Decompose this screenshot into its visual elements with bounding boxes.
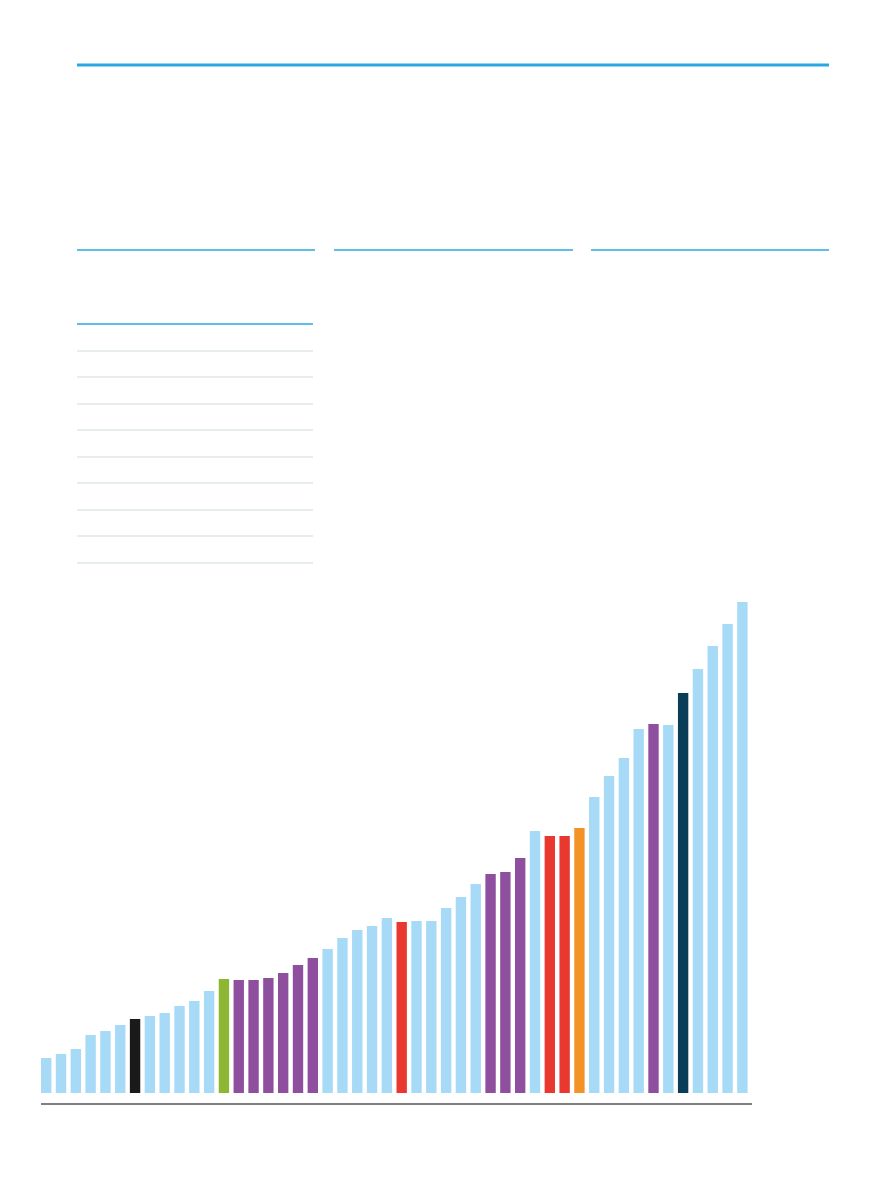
bar <box>648 724 659 1093</box>
bar <box>337 938 348 1093</box>
bar <box>663 725 674 1093</box>
bar <box>55 1054 67 1093</box>
bar <box>426 921 437 1093</box>
bar <box>248 980 259 1093</box>
bar <box>159 1013 170 1093</box>
bar <box>366 926 378 1093</box>
bar <box>574 828 585 1093</box>
bar <box>41 1058 52 1093</box>
bar <box>70 1049 81 1093</box>
bar <box>470 884 481 1093</box>
bar <box>322 949 333 1093</box>
bar <box>515 858 526 1093</box>
bar <box>544 836 555 1093</box>
bar <box>603 776 615 1093</box>
bar <box>174 1006 185 1093</box>
bar <box>692 669 704 1093</box>
bar <box>203 991 215 1093</box>
bar <box>278 973 289 1093</box>
bar <box>618 758 630 1093</box>
bar <box>144 1016 156 1093</box>
bar <box>500 872 511 1093</box>
table-rows <box>77 350 313 564</box>
bar <box>263 978 274 1093</box>
bar <box>100 1031 111 1093</box>
bar <box>85 1035 96 1093</box>
bar <box>722 624 733 1093</box>
bar <box>129 1019 141 1093</box>
bar <box>189 1001 200 1093</box>
bar <box>559 836 570 1093</box>
bar <box>737 602 748 1093</box>
bar <box>233 980 244 1093</box>
bar <box>218 979 230 1093</box>
bar <box>529 831 541 1093</box>
bar <box>589 797 600 1093</box>
bar <box>677 693 689 1093</box>
bar <box>411 921 422 1093</box>
bar <box>485 874 496 1093</box>
bar <box>292 965 304 1093</box>
bar <box>307 958 318 1093</box>
bar <box>455 897 467 1093</box>
bar <box>381 918 393 1093</box>
bar <box>352 930 363 1093</box>
bar <box>396 922 407 1093</box>
bar <box>633 729 644 1093</box>
bar <box>440 908 452 1093</box>
bar <box>707 646 718 1093</box>
bar <box>115 1025 126 1093</box>
